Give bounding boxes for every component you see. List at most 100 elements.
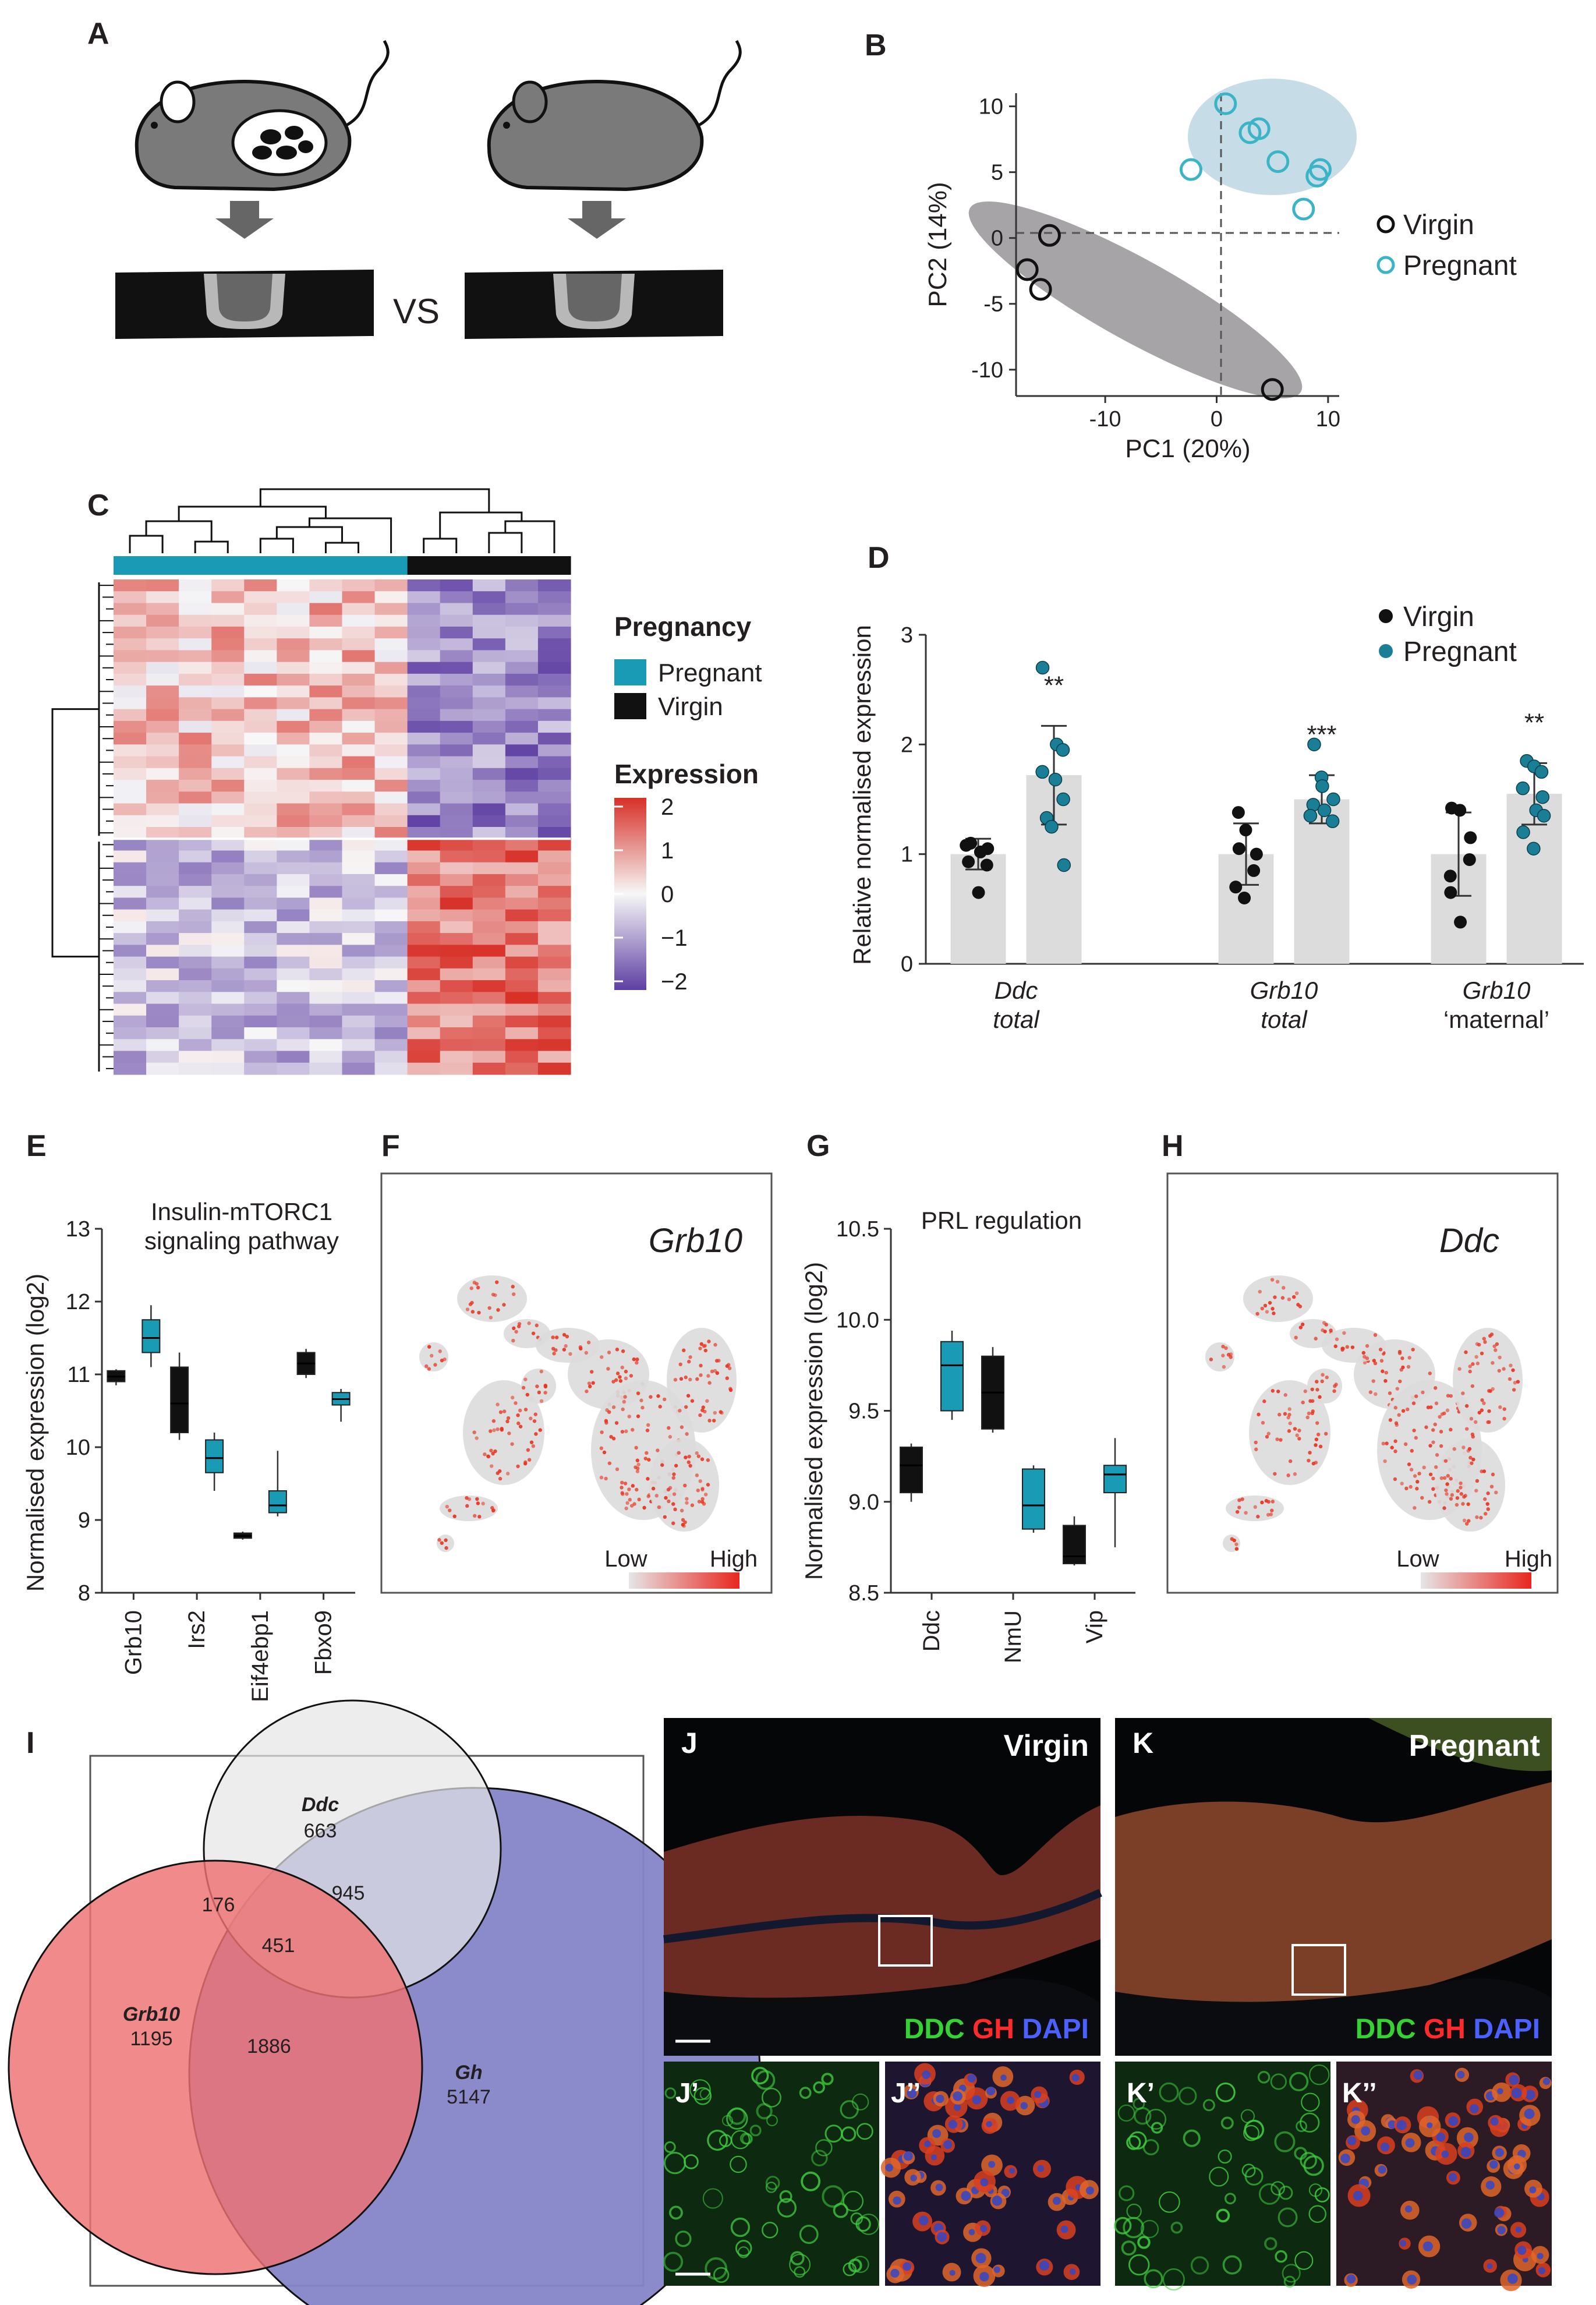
umap-cell <box>628 1498 632 1502</box>
heatmap-cell <box>146 909 179 922</box>
pca-y-tick-label: -5 <box>983 292 1003 317</box>
cell <box>675 2230 692 2247</box>
heatmap-cell <box>440 862 473 875</box>
heatmap-cell <box>472 1062 506 1075</box>
heatmap-cell <box>537 662 571 674</box>
umap-cell <box>700 1408 705 1412</box>
umap-cell <box>1486 1507 1490 1511</box>
umap-cell <box>1286 1473 1290 1477</box>
umap-cell <box>1298 1325 1303 1330</box>
nucleus <box>1071 2074 1080 2082</box>
umap-cell <box>1229 1352 1233 1356</box>
umap-cell <box>656 1394 660 1398</box>
heat-legend-virgin: Virgin <box>658 692 723 721</box>
umap-cell <box>1482 1497 1487 1501</box>
heatmap-cell <box>211 662 245 674</box>
umap-cell <box>703 1493 708 1497</box>
heatmap-cell <box>179 1015 212 1028</box>
heatmap-cell <box>407 862 441 875</box>
point-virgin <box>1444 886 1457 899</box>
heatmap-cell <box>407 638 441 651</box>
umap-cell <box>685 1432 689 1436</box>
heatmap-cell <box>211 603 245 616</box>
heatmap-cell <box>342 945 376 957</box>
pca-y-tick-label: 0 <box>991 227 1003 251</box>
heatmap-cell <box>179 933 212 945</box>
tissue-j <box>664 1805 1100 2021</box>
umap-cell <box>1502 1367 1506 1371</box>
nucleus <box>1436 2132 1446 2142</box>
umap-cell <box>496 1308 500 1312</box>
heatmap-cell <box>211 827 245 839</box>
heatmap-cell <box>179 626 212 639</box>
umap-cell <box>1374 1392 1378 1397</box>
umap-cell <box>1400 1482 1404 1486</box>
umap-cell <box>647 1458 651 1462</box>
heatmap-cell <box>505 1062 539 1075</box>
umap-cell <box>1498 1405 1502 1409</box>
heatmap-cell <box>277 662 310 674</box>
heatmap-cell <box>505 626 539 639</box>
heatmap-cell <box>537 685 571 698</box>
heatmap-cell <box>277 780 310 792</box>
heatmap-cell <box>505 662 539 674</box>
umap-cell <box>475 1282 479 1286</box>
heatmap-cell <box>114 921 147 934</box>
nucleus <box>992 2196 1003 2206</box>
umap-cell <box>552 1352 556 1356</box>
heatmap-cell <box>505 862 539 875</box>
umap-cell <box>1393 1406 1398 1410</box>
heatmap-cell <box>309 720 343 733</box>
umap-cell <box>1401 1409 1406 1413</box>
point-virgin <box>981 842 995 855</box>
heatmap-cell <box>211 614 245 627</box>
heatmap-cell <box>374 1027 408 1040</box>
heatmap-cell <box>277 850 310 863</box>
heatmap-cell <box>472 980 506 992</box>
umap-cell <box>663 1515 667 1519</box>
heatmap-cell <box>342 850 376 863</box>
heatmap-cell <box>114 815 147 828</box>
heatmap-cell <box>114 992 147 1005</box>
umap-cell <box>674 1463 678 1468</box>
umap-cell <box>624 1376 628 1381</box>
umap-cell <box>1459 1486 1463 1490</box>
heatmap-cell <box>179 673 212 686</box>
umap-cell <box>1365 1344 1369 1348</box>
heatmap-cell <box>472 909 506 922</box>
umap-cell <box>635 1469 640 1473</box>
nucleus <box>967 2074 976 2083</box>
umap-cell <box>1411 1401 1416 1405</box>
heatmap-cell <box>277 638 310 651</box>
heatmap-cell <box>179 720 212 733</box>
point-pregnant <box>1534 765 1549 779</box>
umap-cell <box>1449 1476 1453 1481</box>
heatmap-cell <box>309 1015 343 1028</box>
cell <box>1300 2112 1320 2133</box>
heatmap-cell <box>407 1003 441 1016</box>
legend-pregnant-marker <box>1376 256 1395 274</box>
heatmap-cell <box>146 685 179 698</box>
heatmap-cell <box>440 968 473 981</box>
umap-high-h: High <box>1505 1546 1552 1572</box>
umap-cell <box>473 1514 477 1518</box>
heatmap-cell <box>309 780 343 792</box>
virgin-cluster-ellipse <box>968 201 1303 399</box>
umap-cell <box>470 1310 475 1314</box>
heatmap-cell <box>211 933 245 945</box>
umap-cell <box>495 1280 499 1284</box>
umap-cell <box>1464 1522 1469 1526</box>
heatmap-cell <box>114 839 147 851</box>
umap-cell <box>517 1324 521 1328</box>
cell <box>852 2093 869 2110</box>
umap-cell <box>622 1399 627 1404</box>
point-virgin <box>962 855 975 868</box>
umap-cell <box>1475 1362 1480 1366</box>
cell <box>1244 2119 1265 2140</box>
heatmap-cell <box>537 1062 571 1075</box>
heatmap-cell <box>179 744 212 757</box>
umap-cell <box>1266 1512 1271 1517</box>
pca-point-virgin <box>1038 224 1061 247</box>
umap-cell <box>475 1497 479 1501</box>
